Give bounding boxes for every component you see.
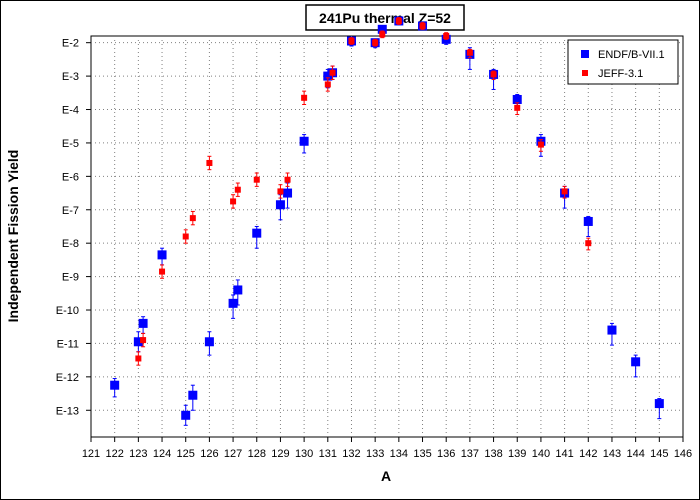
x-axis-ticks: 121 122 123 124 125 126 127 128 129 130 131 132 133 1… bbox=[82, 437, 692, 460]
y-axis-ticks: E-2 E-3 E-4 E-5 E-6 E-7 E-8 E-9 E-10 E-11 E-12 E-13 bbox=[56, 38, 91, 417]
x-tick-label: 146 bbox=[674, 448, 692, 460]
x-tick-label: 126 bbox=[200, 448, 218, 460]
endf-data-point bbox=[323, 71, 333, 81]
endf-data-point bbox=[157, 250, 167, 260]
jeff-data-point bbox=[348, 38, 355, 45]
x-tick-label: 125 bbox=[177, 448, 195, 460]
x-tick-label: 142 bbox=[579, 448, 597, 460]
endf-data-point bbox=[299, 136, 309, 146]
series-jeff bbox=[135, 17, 592, 366]
endf-data-point bbox=[654, 399, 664, 409]
x-tick-label: 132 bbox=[342, 448, 360, 460]
x-tick-label: 139 bbox=[508, 448, 526, 460]
y-tick-label: E-6 bbox=[62, 171, 79, 183]
endf-data-point bbox=[181, 410, 191, 420]
x-tick-label: 128 bbox=[248, 448, 266, 460]
endf-data-point bbox=[110, 380, 120, 390]
x-tick-label: 134 bbox=[390, 448, 408, 460]
legend: ENDF/B-VII.1 JEFF-3.1 bbox=[567, 39, 679, 85]
jeff-data-point bbox=[206, 159, 213, 166]
jeff-data-point bbox=[561, 188, 568, 195]
jeff-data-point bbox=[140, 337, 147, 344]
jeff-data-point bbox=[443, 33, 450, 39]
x-tick-label: 145 bbox=[650, 448, 668, 460]
y-tick-label: E-8 bbox=[62, 238, 79, 250]
y-tick-label: E-9 bbox=[62, 272, 79, 284]
legend-label-jeff: JEFF-3.1 bbox=[598, 68, 643, 80]
endf-data-point bbox=[275, 200, 285, 210]
jeff-data-point bbox=[466, 49, 473, 56]
jeff-data-point bbox=[284, 176, 291, 183]
y-tick-label: E-11 bbox=[57, 338, 79, 350]
y-tick-label: E-3 bbox=[62, 71, 79, 83]
y-tick-label: E-13 bbox=[56, 405, 79, 417]
x-tick-label: 135 bbox=[413, 448, 431, 460]
jeff-data-point bbox=[159, 268, 166, 275]
endf-data-point bbox=[252, 228, 262, 238]
x-tick-label: 121 bbox=[82, 448, 100, 460]
endf-data-point bbox=[133, 337, 143, 347]
endf-data-point bbox=[233, 285, 243, 295]
endf-data-point bbox=[188, 390, 198, 400]
y-tick-label: E-7 bbox=[62, 205, 79, 217]
y-tick-label: E-12 bbox=[56, 372, 79, 384]
jeff-data-point bbox=[324, 81, 331, 88]
y-tick-label: E-4 bbox=[62, 105, 79, 117]
x-tick-label: 136 bbox=[437, 448, 455, 460]
jeff-data-point bbox=[329, 69, 336, 76]
endf-data-point bbox=[377, 24, 387, 34]
jeff-data-point bbox=[585, 240, 592, 247]
jeff-data-point bbox=[301, 94, 308, 101]
x-tick-label: 141 bbox=[555, 448, 573, 460]
chart-title: 241Pu thermal Z=52 bbox=[319, 10, 451, 26]
jeff-data-point bbox=[419, 22, 426, 29]
x-tick-label: 127 bbox=[224, 448, 242, 460]
endf-data-point bbox=[228, 298, 238, 308]
jeff-data-point bbox=[277, 188, 284, 195]
y-axis-title: Independent Fission Yield bbox=[5, 150, 21, 323]
grid-lines bbox=[91, 36, 683, 437]
jeff-data-point bbox=[253, 176, 260, 183]
x-tick-label: 123 bbox=[129, 448, 147, 460]
x-tick-label: 140 bbox=[532, 448, 550, 460]
endf-data-point bbox=[138, 318, 148, 328]
jeff-data-point bbox=[230, 198, 237, 205]
jeff-data-point bbox=[372, 39, 379, 46]
x-tick-label: 144 bbox=[626, 448, 644, 460]
endf-data-point bbox=[607, 325, 617, 335]
endf-data-point bbox=[204, 337, 214, 347]
jeff-data-point bbox=[514, 104, 521, 111]
jeff-data-point bbox=[379, 31, 386, 38]
plot-area bbox=[90, 35, 684, 438]
jeff-data-point bbox=[135, 355, 142, 362]
jeff-data-point bbox=[189, 215, 196, 222]
x-tick-label: 131 bbox=[319, 448, 337, 460]
x-tick-label: 133 bbox=[366, 448, 384, 460]
legend-marker-endf bbox=[581, 50, 589, 58]
endf-data-point bbox=[512, 94, 522, 104]
legend-box bbox=[567, 39, 679, 85]
y-tick-label: E-5 bbox=[62, 138, 79, 150]
jeff-data-point bbox=[490, 71, 497, 78]
x-tick-label: 137 bbox=[461, 448, 479, 460]
jeff-data-point bbox=[395, 17, 402, 24]
endf-data-point bbox=[583, 216, 593, 226]
x-tick-label: 130 bbox=[295, 448, 313, 460]
x-tick-label: 143 bbox=[603, 448, 621, 460]
endf-data-point bbox=[631, 357, 641, 367]
x-tick-label: 138 bbox=[484, 448, 502, 460]
jeff-data-point bbox=[234, 186, 241, 193]
jeff-data-point bbox=[537, 141, 544, 148]
jeff-data-point bbox=[182, 233, 189, 240]
y-tick-label: E-10 bbox=[56, 305, 79, 317]
legend-marker-jeff bbox=[582, 70, 588, 76]
x-tick-label: 122 bbox=[106, 448, 124, 460]
x-tick-label: 124 bbox=[153, 448, 171, 460]
x-tick-label: 129 bbox=[271, 448, 289, 460]
legend-label-endf: ENDF/B-VII.1 bbox=[598, 49, 665, 61]
x-axis-title: A bbox=[381, 468, 391, 484]
endf-data-point bbox=[283, 188, 293, 198]
y-tick-label: E-2 bbox=[62, 38, 79, 50]
